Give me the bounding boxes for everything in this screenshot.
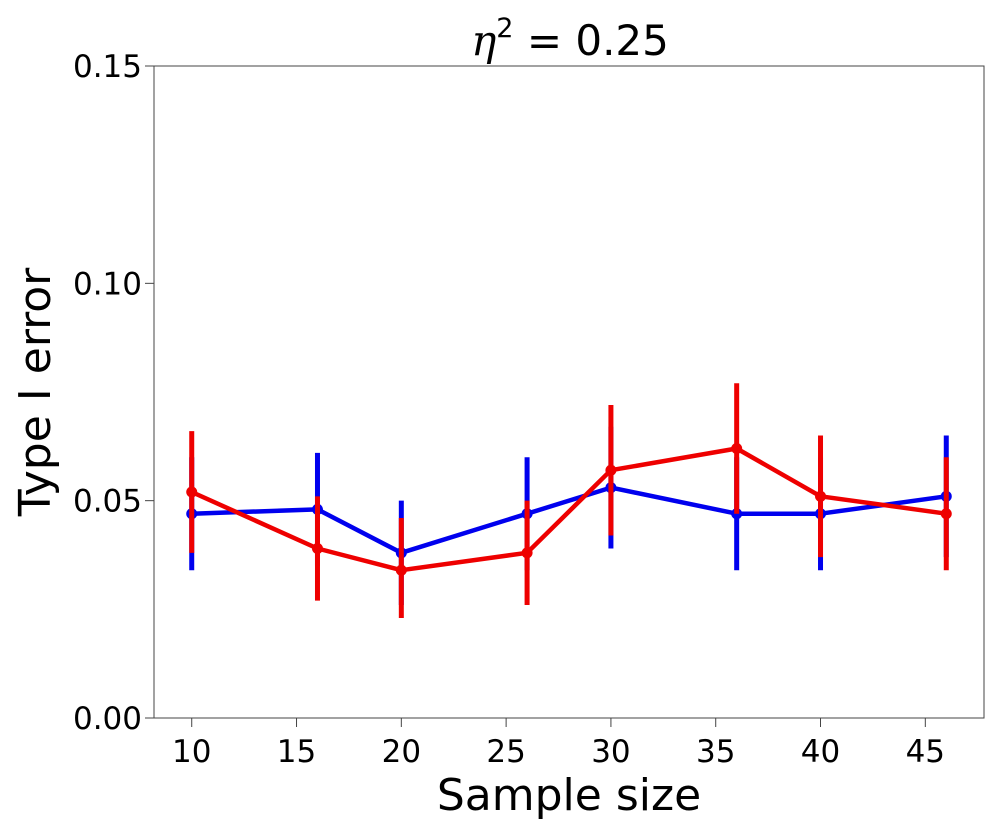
x-tick-label: 40 bbox=[801, 734, 840, 770]
red-data-point bbox=[395, 564, 407, 576]
x-tick-label: 25 bbox=[486, 734, 525, 770]
x-tick-label: 10 bbox=[172, 734, 211, 770]
y-tick-label: 0.00 bbox=[73, 701, 142, 737]
red-series-line bbox=[190, 446, 947, 573]
x-tick-label: 15 bbox=[277, 734, 316, 770]
series-red bbox=[186, 383, 952, 619]
x-tick-label: 30 bbox=[591, 734, 630, 770]
red-data-point bbox=[311, 542, 323, 554]
title-symbol: η bbox=[471, 16, 496, 65]
y-tick-label: 0.15 bbox=[73, 49, 142, 85]
red-data-point bbox=[731, 443, 743, 455]
title-exponent: 2 bbox=[496, 13, 513, 44]
x-tick-label: 35 bbox=[696, 734, 735, 770]
x-tick-label: 20 bbox=[382, 734, 421, 770]
red-data-point bbox=[605, 464, 617, 476]
plot-area bbox=[153, 65, 985, 719]
red-data-point bbox=[940, 508, 952, 520]
chart-title: η2 = 0.25 bbox=[471, 13, 669, 65]
red-data-point bbox=[521, 547, 533, 559]
x-tick-label: 45 bbox=[906, 734, 945, 770]
y-tick-label: 0.10 bbox=[73, 266, 142, 302]
red-data-point bbox=[815, 490, 827, 502]
y-tick-label: 0.05 bbox=[73, 484, 142, 520]
title-value: = 0.25 bbox=[513, 16, 668, 65]
red-data-point bbox=[186, 486, 198, 498]
y-axis-label: Type I error bbox=[10, 267, 61, 517]
x-axis-label: Sample size bbox=[437, 770, 701, 821]
blue-series-line bbox=[191, 485, 947, 556]
